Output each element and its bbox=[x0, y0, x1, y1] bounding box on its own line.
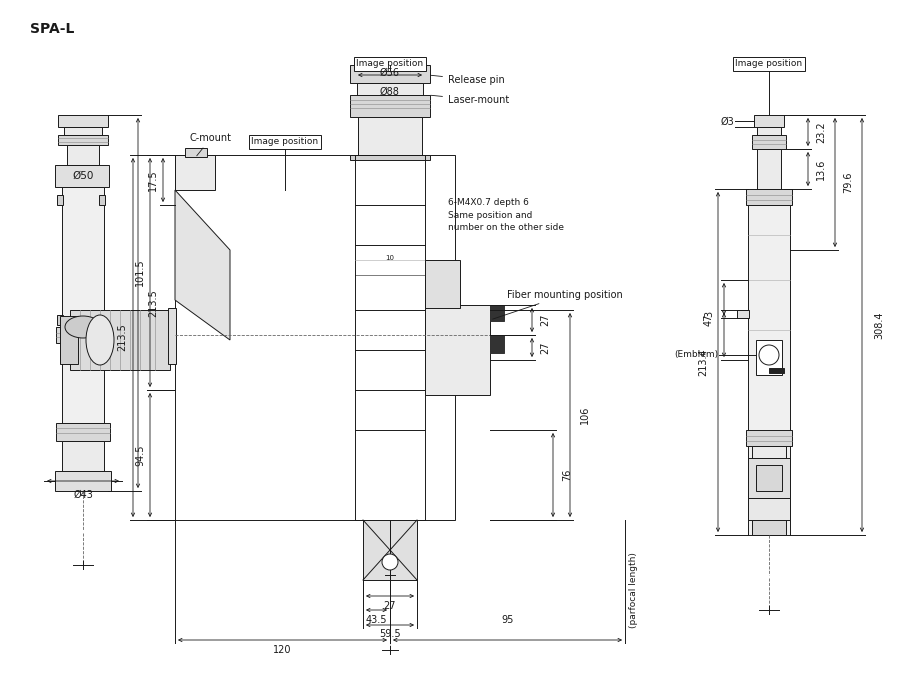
Bar bbox=[746, 189, 792, 205]
Bar bbox=[756, 340, 782, 375]
Bar bbox=[58, 135, 108, 145]
Text: 106: 106 bbox=[580, 406, 590, 424]
Text: 59.5: 59.5 bbox=[379, 629, 400, 639]
Bar bbox=[58, 115, 108, 127]
Text: 23.2: 23.2 bbox=[816, 121, 826, 143]
Bar bbox=[249, 135, 321, 149]
Text: 27: 27 bbox=[540, 313, 550, 326]
Text: 94.5: 94.5 bbox=[135, 444, 145, 466]
Text: 76: 76 bbox=[562, 469, 572, 482]
Text: Image position: Image position bbox=[251, 137, 319, 146]
Circle shape bbox=[759, 345, 779, 365]
Text: 213.4: 213.4 bbox=[698, 348, 708, 376]
Text: 120: 120 bbox=[274, 645, 292, 655]
Bar bbox=[752, 135, 786, 149]
Text: C-mount: C-mount bbox=[190, 133, 232, 156]
Bar bbox=[175, 155, 215, 190]
Text: Ø56: Ø56 bbox=[380, 68, 400, 78]
Text: 27: 27 bbox=[540, 342, 550, 354]
Bar bbox=[56, 327, 110, 343]
Bar bbox=[769, 368, 784, 373]
Bar bbox=[350, 155, 430, 160]
Text: 101.5: 101.5 bbox=[135, 259, 145, 286]
Bar bbox=[62, 441, 104, 471]
Text: 27: 27 bbox=[383, 601, 396, 611]
Text: 10: 10 bbox=[385, 255, 394, 261]
Bar bbox=[350, 65, 430, 83]
Text: 3: 3 bbox=[704, 311, 714, 317]
Bar bbox=[67, 145, 99, 165]
Bar bbox=[358, 117, 422, 157]
Bar bbox=[425, 260, 460, 308]
Text: Release pin: Release pin bbox=[431, 75, 505, 85]
Bar bbox=[62, 343, 104, 423]
Bar bbox=[62, 187, 104, 327]
Ellipse shape bbox=[65, 316, 101, 338]
Text: Laser-mount: Laser-mount bbox=[431, 95, 509, 105]
Bar bbox=[733, 57, 805, 71]
Text: 6-M4X0.7 depth 6
Same position and
number on the other side: 6-M4X0.7 depth 6 Same position and numbe… bbox=[448, 198, 564, 232]
Bar bbox=[175, 155, 455, 520]
Bar bbox=[746, 430, 792, 446]
Bar bbox=[425, 305, 490, 395]
Bar bbox=[752, 446, 786, 458]
Text: (parfocal length): (parfocal length) bbox=[629, 552, 638, 628]
Bar bbox=[99, 315, 105, 325]
Ellipse shape bbox=[86, 315, 114, 365]
Bar bbox=[60, 316, 78, 364]
Text: 79.6: 79.6 bbox=[843, 171, 853, 193]
Text: 13.6: 13.6 bbox=[816, 158, 826, 180]
Bar bbox=[99, 195, 105, 205]
Bar bbox=[757, 149, 781, 189]
Bar bbox=[756, 465, 782, 491]
Bar bbox=[354, 57, 426, 71]
Bar bbox=[56, 423, 110, 441]
Text: 213.5: 213.5 bbox=[117, 324, 127, 351]
Bar bbox=[490, 335, 504, 353]
Text: Ø3: Ø3 bbox=[720, 117, 734, 127]
Bar bbox=[185, 148, 207, 157]
Bar bbox=[363, 520, 417, 580]
Bar bbox=[748, 205, 790, 535]
Bar bbox=[57, 195, 63, 205]
Bar bbox=[55, 165, 109, 187]
Bar bbox=[64, 127, 102, 135]
Bar bbox=[752, 520, 786, 535]
Bar bbox=[168, 308, 176, 364]
Text: 47: 47 bbox=[704, 313, 714, 326]
Bar bbox=[748, 458, 790, 498]
Bar bbox=[754, 115, 784, 127]
Text: 43.5: 43.5 bbox=[365, 615, 387, 625]
Bar bbox=[70, 310, 170, 370]
Text: Image position: Image position bbox=[356, 59, 424, 68]
Text: Ø88: Ø88 bbox=[380, 87, 400, 97]
Text: 95: 95 bbox=[501, 615, 514, 625]
Bar bbox=[357, 83, 423, 95]
Polygon shape bbox=[175, 190, 230, 340]
Bar bbox=[490, 305, 504, 321]
Text: SPA-L: SPA-L bbox=[30, 22, 75, 36]
Text: Ø50: Ø50 bbox=[72, 171, 94, 181]
Bar bbox=[350, 95, 430, 117]
Text: Ø43: Ø43 bbox=[73, 490, 93, 500]
Bar bbox=[737, 310, 749, 318]
Bar bbox=[757, 127, 781, 135]
Text: Image position: Image position bbox=[735, 59, 803, 68]
Bar bbox=[57, 315, 63, 325]
Text: Fiber mounting position: Fiber mounting position bbox=[492, 290, 623, 319]
Text: 17.5: 17.5 bbox=[148, 169, 158, 191]
Bar bbox=[748, 498, 790, 520]
Bar bbox=[55, 471, 111, 491]
Text: 213.5: 213.5 bbox=[148, 289, 158, 317]
Bar bbox=[355, 155, 425, 520]
Text: (Emblem): (Emblem) bbox=[674, 350, 718, 359]
Text: 308.4: 308.4 bbox=[874, 311, 884, 339]
Circle shape bbox=[382, 554, 398, 570]
